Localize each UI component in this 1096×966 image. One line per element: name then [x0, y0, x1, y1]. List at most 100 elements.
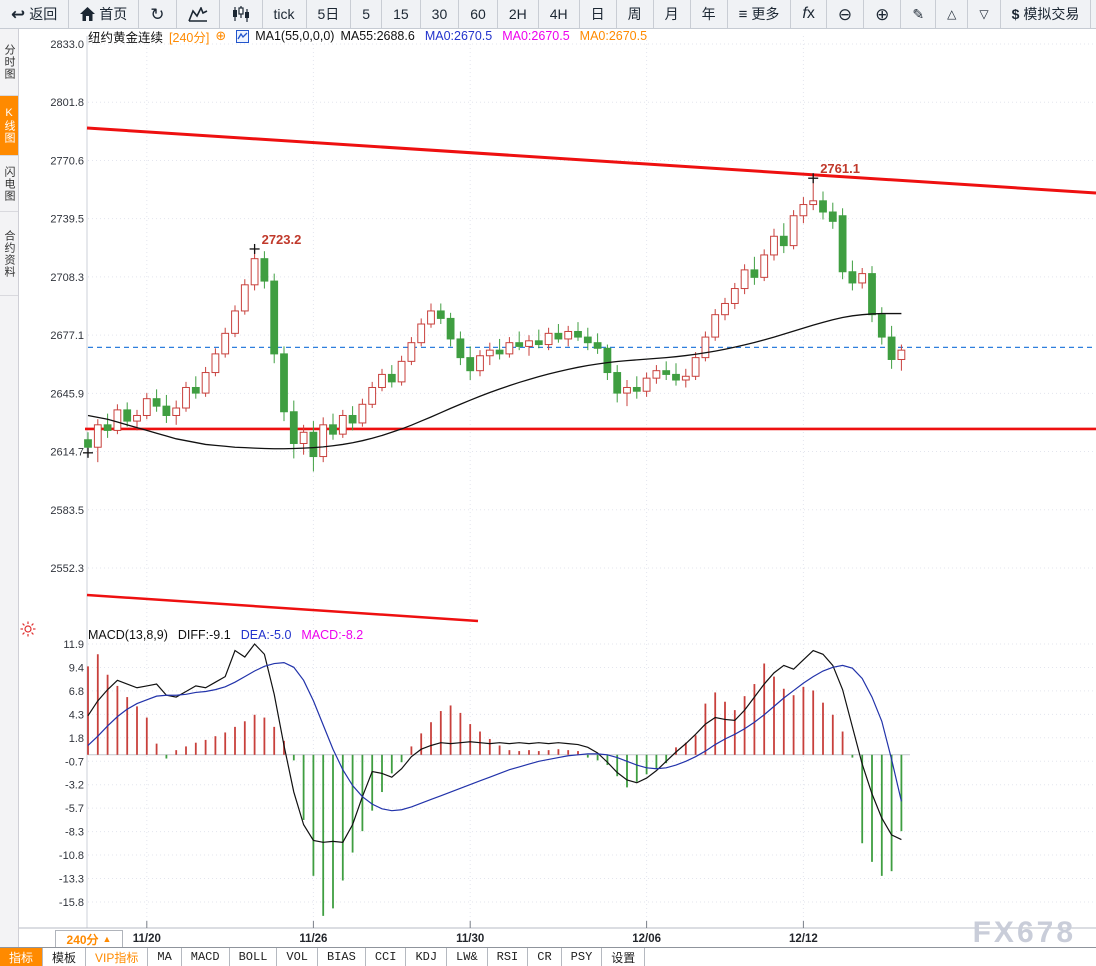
toolbar-button-pattern-down[interactable]: ▽	[968, 0, 1001, 28]
toolbar-button-period-15[interactable]: 15	[382, 0, 421, 28]
mini-chart-icon	[236, 29, 250, 43]
svg-text:-15.8: -15.8	[59, 897, 84, 909]
indicator-tab-设置[interactable]: 设置	[602, 948, 646, 966]
toolbar-button-period-4h[interactable]: 4H	[538, 0, 580, 28]
fx-icon: fx	[802, 5, 815, 22]
toolbar-button-period-30[interactable]: 30	[420, 0, 460, 28]
svg-text:2645.9: 2645.9	[50, 388, 84, 400]
toolbar-button-refresh[interactable]: ↻	[139, 0, 177, 28]
indicator-tab-MA[interactable]: MA	[148, 948, 182, 966]
toolbar-button-label: 2H	[508, 6, 527, 22]
indicator-tab-PSY[interactable]: PSY	[562, 948, 603, 966]
toolbar-button-period-60[interactable]: 60	[459, 0, 498, 28]
svg-text:2739.5: 2739.5	[50, 214, 84, 226]
sidebar-tab-分时图[interactable]: 分时图	[0, 28, 18, 96]
svg-text:2583.5: 2583.5	[50, 505, 84, 517]
toolbar-button-zoom-out[interactable]: ⊖	[826, 0, 865, 28]
toolbar-button-period-day[interactable]: 日	[579, 0, 617, 28]
svg-text:11/30: 11/30	[456, 933, 484, 945]
level-lines	[85, 126, 1096, 623]
toolbar-button-sim-trade[interactable]: $ 模拟交易	[1000, 0, 1092, 28]
svg-text:2761.1: 2761.1	[820, 161, 860, 176]
chart-type-sidebar: 分时图 K线图 闪电图 合约资料	[0, 28, 19, 948]
indicator-tab-VIP指标[interactable]: VIP指标	[86, 948, 149, 966]
toolbar-button-label: 5日	[317, 6, 340, 22]
indicator-tab-LW&[interactable]: LW&	[447, 948, 488, 966]
toolbar-button-label: 5	[362, 6, 371, 22]
symbol-name: 纽约黄金连续	[88, 30, 164, 45]
ma0-value-magenta: MA0:2670.5	[502, 29, 570, 43]
svg-text:12/06: 12/06	[632, 933, 661, 945]
indicator-tab-模板[interactable]: 模板	[43, 948, 87, 966]
svg-text:-8.3: -8.3	[65, 827, 84, 839]
period-selector[interactable]: 240分 ▲	[55, 930, 123, 948]
ma55-line	[87, 312, 902, 450]
line-icon	[187, 6, 208, 22]
indicator-tab-RSI[interactable]: RSI	[488, 948, 529, 966]
svg-text:2833.0: 2833.0	[50, 39, 84, 51]
svg-text:-0.7: -0.7	[65, 756, 84, 768]
grid-layer	[0, 36, 1096, 929]
sidebar-tab-闪电图[interactable]: 闪电图	[0, 156, 18, 212]
toolbar-button-candle-chart[interactable]	[219, 0, 263, 28]
toolbar-button-zoom-in[interactable]: ⊕	[864, 0, 902, 28]
toolbar-button-home[interactable]: 首页	[69, 0, 140, 28]
toolbar-button-period-2h[interactable]: 2H	[497, 0, 539, 28]
ma55-value: MA55:2688.6	[340, 29, 415, 43]
pencil-icon: ✎	[912, 6, 925, 22]
macd-value: MACD:-8.2	[301, 628, 364, 642]
svg-text:2552.3: 2552.3	[50, 563, 84, 575]
toolbar-button-line-chart[interactable]	[176, 0, 220, 28]
indicator-tab-CR[interactable]: CR	[528, 948, 562, 966]
toolbar-button-period-month[interactable]: 月	[653, 0, 691, 28]
annotations-layer: 2723.2 2761.1	[83, 161, 860, 458]
svg-text:-5.7: -5.7	[65, 803, 84, 815]
ma0-value-blue: MA0:2670.5	[424, 29, 493, 43]
toolbar-button-more[interactable]: ≡ 更多	[727, 0, 792, 28]
indicator-tab-KDJ[interactable]: KDJ	[406, 948, 448, 966]
zoomin-icon: ⊕	[875, 4, 890, 24]
svg-text:4.3: 4.3	[69, 709, 84, 721]
svg-text:11/20: 11/20	[133, 933, 161, 945]
svg-text:11.9: 11.9	[63, 639, 84, 651]
indicator-tabbar: 指标 模板 VIP指标 MA MACD BOLL VOL BIAS CCI KDJ LW& RSI CR…	[0, 947, 1096, 966]
indicator-tab-VOL[interactable]: VOL	[277, 948, 319, 966]
toolbar-button-label: 15	[393, 6, 409, 22]
svg-text:-13.3: -13.3	[59, 874, 84, 886]
toolbar-button-label: 月	[664, 6, 679, 22]
toolbar-button-draw[interactable]: ✎	[901, 0, 937, 28]
toolbar-button-period-week[interactable]: 周	[616, 0, 654, 28]
back-icon: ↩	[11, 4, 26, 24]
candles-layer	[84, 178, 906, 472]
refresh-icon: ↻	[150, 4, 165, 24]
home-icon	[80, 7, 96, 21]
indicator-tab-BIAS[interactable]: BIAS	[318, 948, 366, 966]
indicator-tab-指标[interactable]: 指标	[0, 948, 44, 966]
svg-text:2801.8: 2801.8	[50, 97, 84, 109]
toolbar-button-tick[interactable]: tick	[262, 0, 307, 28]
indicator-tab-CCI[interactable]: CCI	[366, 948, 407, 966]
toolbar-button-huitong[interactable]: ◉汇通	[1091, 0, 1096, 28]
axis-labels: 2833.0 2801.8 2770.6 2739.5 2708.3 2677.1 2645…	[50, 39, 817, 945]
sidebar-tab-合约资料[interactable]: 合约资料	[0, 212, 18, 296]
indicator-tab-MACD[interactable]: MACD	[182, 948, 230, 966]
add-favorite-icon[interactable]: ⊕	[215, 28, 227, 43]
macd-title: MACD(13,8,9)	[88, 628, 168, 642]
chevron-up-icon: ▲	[102, 934, 112, 944]
toolbar-button-period-year[interactable]: 年	[690, 0, 728, 28]
toolbar-button-label: 4H	[549, 6, 568, 22]
toolbar-button-label: 60	[470, 6, 486, 22]
toolbar-button-back[interactable]: ↩ 返回	[0, 0, 70, 28]
indicator-settings-icon[interactable]	[20, 621, 36, 637]
period-selector-label: 240分	[66, 932, 99, 947]
toolbar-button-period-5d[interactable]: 5日	[306, 0, 352, 28]
toolbar-button-pattern-up[interactable]: △	[936, 0, 969, 28]
indicator-tab-BOLL[interactable]: BOLL	[230, 948, 278, 966]
menu-icon: ≡	[738, 5, 748, 23]
sidebar-tab-K线图[interactable]: K线图	[0, 96, 18, 156]
toolbar-button-formula[interactable]: fx	[791, 0, 827, 28]
svg-text:2677.1: 2677.1	[50, 330, 84, 342]
toolbar-button-period-5[interactable]: 5	[351, 0, 383, 28]
zoomout-icon: ⊖	[837, 4, 853, 24]
